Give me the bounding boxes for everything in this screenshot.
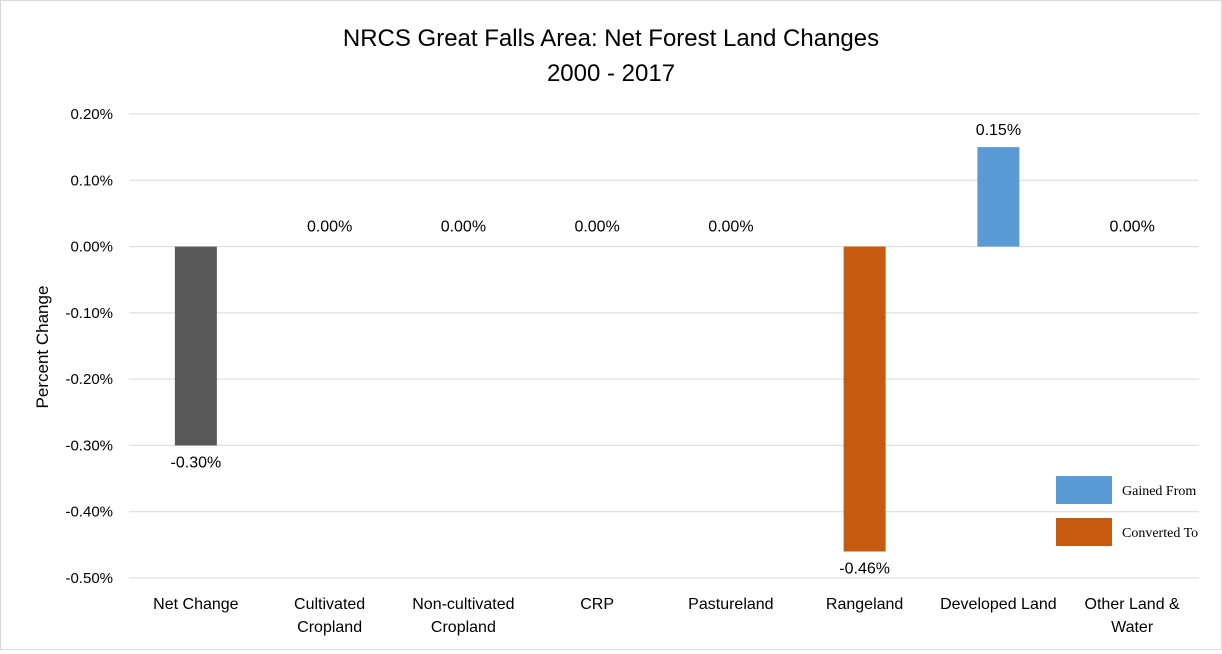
y-axis-ticks: 0.20% 0.10% 0.00% -0.10% -0.20% -0.30% -0.40% -… [65,106,113,587]
bar [977,147,1020,247]
data-label: -0.30% [171,454,222,471]
category-label: Net Change [153,596,238,613]
gridlines [129,113,1199,579]
data-label: 0.00% [1109,219,1154,236]
category-label-line: Net Change [153,596,238,613]
category-label-line: Cropland [297,619,362,636]
y-tick-label: -0.40% [65,504,113,521]
category-label: Developed Land [940,596,1057,613]
category-label-line: Non-cultivated [412,596,514,613]
category-label: Rangeland [826,596,903,613]
legend-label: Gained From [1122,484,1196,499]
category-label-line: Pastureland [688,596,773,613]
bar [843,246,886,552]
data-label: 0.00% [441,219,486,236]
y-tick-label: -0.50% [65,570,113,587]
legend-swatch [1056,518,1112,546]
category-label-line: Other Land & [1085,596,1181,613]
legend: Gained From Converted To [1056,476,1198,546]
chart-subtitle: 2000 - 2017 [547,60,675,87]
bars [174,147,1020,552]
category-label-line: Cultivated [294,596,365,613]
y-tick-label: -0.20% [65,371,113,388]
y-tick-label: 0.00% [70,239,113,256]
data-label: 0.00% [708,219,753,236]
y-tick-label: 0.10% [70,172,113,189]
y-tick-label: -0.10% [65,305,113,322]
legend-swatch [1056,476,1112,504]
y-axis-label: Percent Change [33,286,52,409]
category-label-line: Cropland [431,619,496,636]
chart-title: NRCS Great Falls Area: Net Forest Land C… [343,25,879,52]
category-label: Non-cultivated Cropland [412,596,514,636]
category-label-line: CRP [580,596,614,613]
y-tick-label: 0.20% [70,106,113,123]
x-axis-categories: Net Change Cultivated CroplandNon-cultivat… [153,596,1180,636]
data-label: 0.00% [574,219,619,236]
category-label-line: Rangeland [826,596,903,613]
data-label: 0.00% [307,219,352,236]
category-label: Pastureland [688,596,773,613]
bar [174,246,217,446]
data-labels: -0.30% 0.00% 0.00% 0.00% 0.00% -0.46% 0.15% 0.0… [171,122,1155,577]
legend-label: Converted To [1122,526,1198,541]
category-label-line: Developed Land [940,596,1057,613]
category-label: CRP [580,596,614,613]
data-label: -0.46% [839,560,890,577]
data-label: 0.15% [976,122,1021,139]
category-label: Other Land & Water [1085,596,1181,636]
category-label-line: Water [1111,619,1154,636]
category-label: Cultivated Cropland [294,596,365,636]
y-tick-label: -0.30% [65,437,113,454]
